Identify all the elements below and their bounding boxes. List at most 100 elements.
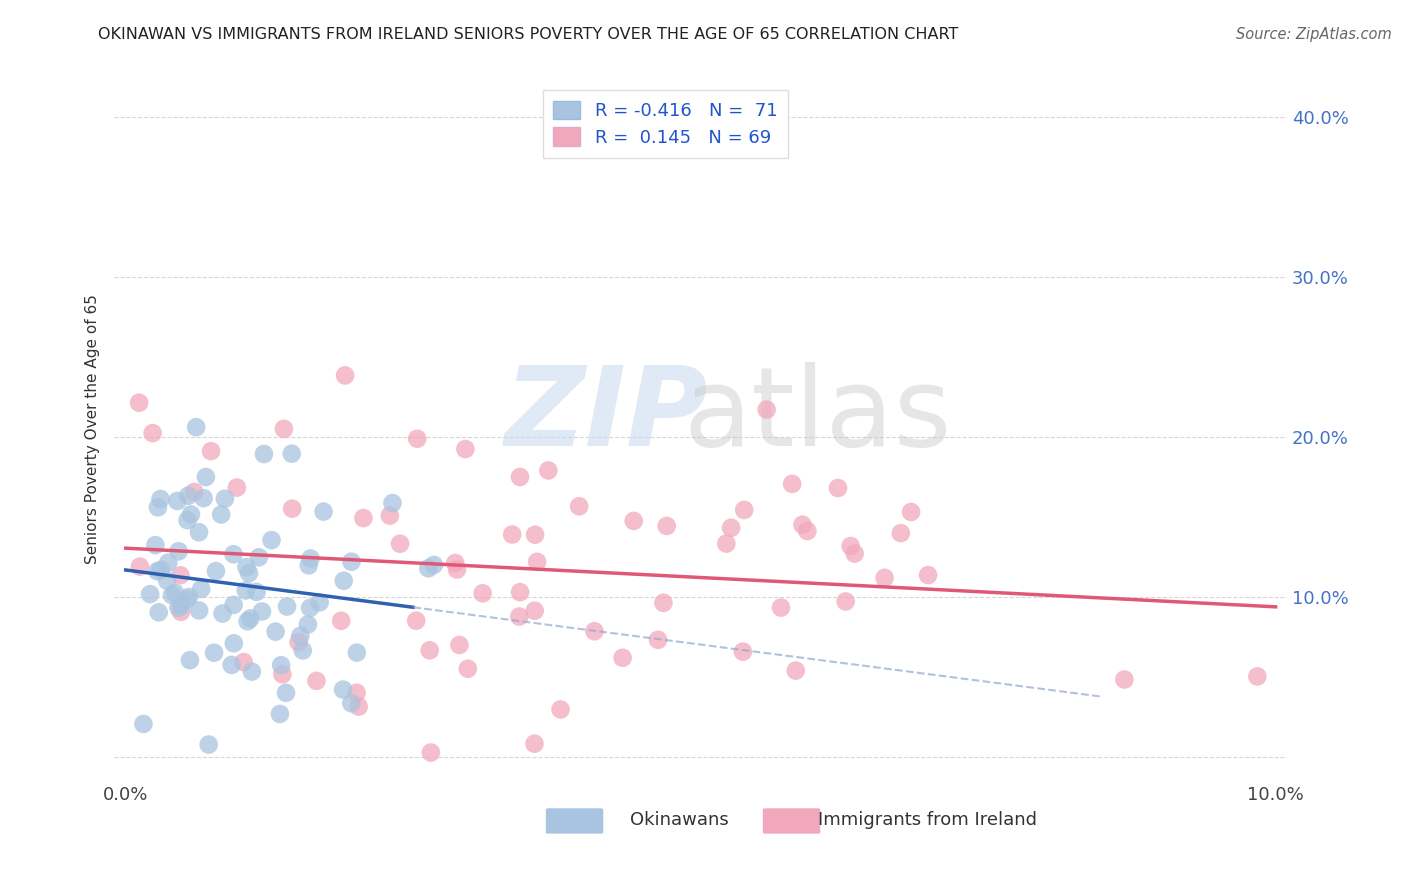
Point — [156, 574, 179, 588]
Point — [167, 600, 190, 615]
Point — [340, 555, 363, 569]
Point — [183, 484, 205, 499]
Point — [128, 396, 150, 410]
Text: ZIP: ZIP — [505, 361, 709, 468]
Point — [526, 555, 548, 569]
Point — [177, 590, 200, 604]
Point — [652, 596, 675, 610]
Point — [247, 550, 270, 565]
Point — [1246, 669, 1268, 683]
Point — [186, 420, 208, 434]
Point — [250, 604, 273, 618]
Point — [214, 491, 236, 506]
Point — [312, 505, 335, 519]
Point — [167, 544, 190, 558]
Text: Immigrants from Ireland: Immigrants from Ireland — [818, 811, 1038, 829]
Point — [291, 643, 314, 657]
Point — [523, 604, 546, 618]
Point — [222, 636, 245, 650]
Point — [145, 538, 167, 552]
Point — [346, 686, 368, 700]
Point — [245, 585, 267, 599]
Point — [211, 607, 233, 621]
Point — [449, 638, 471, 652]
Point — [308, 595, 330, 609]
Point — [524, 527, 547, 541]
Point — [280, 447, 302, 461]
Text: Okinawans: Okinawans — [630, 811, 730, 829]
Point — [193, 491, 215, 505]
Point — [281, 501, 304, 516]
Point — [890, 526, 912, 541]
Point — [844, 547, 866, 561]
Point — [240, 665, 263, 679]
Legend: R = -0.416   N =  71, R =  0.145   N = 69: R = -0.416 N = 71, R = 0.145 N = 69 — [543, 90, 789, 158]
Point — [166, 494, 188, 508]
Point — [177, 489, 200, 503]
Point — [583, 624, 606, 639]
Text: Source: ZipAtlas.com: Source: ZipAtlas.com — [1236, 27, 1392, 42]
Point — [270, 658, 292, 673]
Point — [176, 513, 198, 527]
Point — [731, 645, 754, 659]
Point — [457, 662, 479, 676]
Point — [297, 617, 319, 632]
Point — [271, 667, 294, 681]
Point — [225, 481, 247, 495]
Point — [716, 536, 738, 550]
Point — [146, 500, 169, 515]
Point — [381, 496, 404, 510]
Point — [157, 556, 180, 570]
Point — [917, 568, 939, 582]
Point — [222, 598, 245, 612]
Point — [471, 586, 494, 600]
Point — [332, 574, 354, 588]
Point — [785, 664, 807, 678]
Point — [446, 562, 468, 576]
Point — [232, 655, 254, 669]
Point — [419, 643, 441, 657]
Text: atlas: atlas — [683, 361, 952, 468]
Point — [188, 525, 211, 540]
Point — [260, 533, 283, 548]
Point — [454, 442, 477, 456]
Point — [299, 551, 322, 566]
Point — [274, 686, 297, 700]
Point — [238, 566, 260, 581]
Point — [900, 505, 922, 519]
Point — [733, 503, 755, 517]
Point — [209, 508, 232, 522]
Point — [142, 426, 165, 441]
Point — [264, 624, 287, 639]
Point — [509, 585, 531, 599]
Point — [418, 561, 440, 575]
Point — [647, 632, 669, 647]
Y-axis label: Seniors Poverty Over the Age of 65: Seniors Poverty Over the Age of 65 — [86, 294, 100, 564]
Point — [180, 508, 202, 522]
Point — [202, 646, 225, 660]
Point — [612, 650, 634, 665]
Point — [205, 564, 228, 578]
Point — [839, 539, 862, 553]
Point — [179, 653, 201, 667]
Point — [148, 605, 170, 619]
Text: OKINAWAN VS IMMIGRANTS FROM IRELAND SENIORS POVERTY OVER THE AGE OF 65 CORRELATI: OKINAWAN VS IMMIGRANTS FROM IRELAND SENI… — [98, 27, 959, 42]
Point — [200, 444, 222, 458]
Point — [236, 615, 259, 629]
Point — [780, 476, 803, 491]
Point — [873, 571, 896, 585]
Point — [755, 402, 778, 417]
Point — [239, 611, 262, 625]
Point — [523, 737, 546, 751]
Point — [290, 629, 312, 643]
Point — [333, 368, 356, 383]
Point — [222, 547, 245, 561]
Point — [128, 559, 150, 574]
Point — [537, 463, 560, 477]
Point — [146, 564, 169, 578]
Point — [550, 702, 572, 716]
Point — [197, 738, 219, 752]
Point — [419, 746, 441, 760]
Point — [405, 614, 427, 628]
Point — [340, 696, 363, 710]
